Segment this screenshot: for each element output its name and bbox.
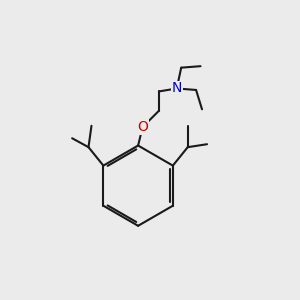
Text: N: N [172, 82, 182, 95]
Text: O: O [137, 120, 148, 134]
